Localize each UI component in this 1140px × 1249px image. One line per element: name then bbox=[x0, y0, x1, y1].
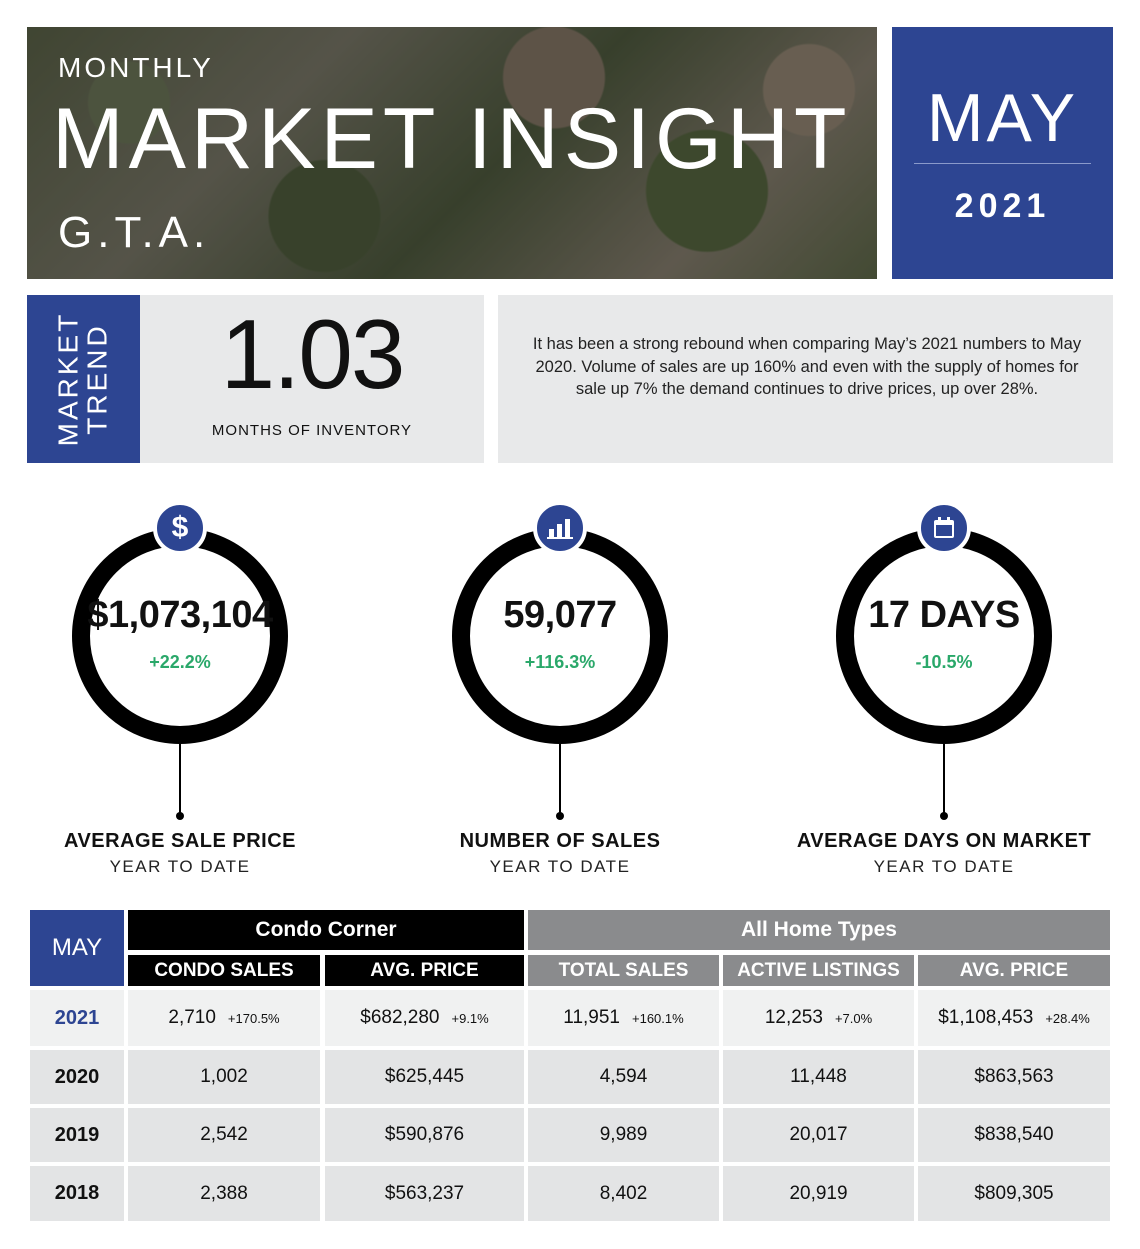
cell-value: 11,951 bbox=[563, 1007, 620, 1028]
cell-change: +9.1% bbox=[451, 1010, 489, 1026]
table-cell: $590,876 bbox=[325, 1108, 524, 1162]
hero-aerial-image bbox=[27, 27, 877, 279]
calendar-icon-glyph bbox=[934, 517, 954, 538]
kpi-value-sales: 59,077 bbox=[503, 594, 617, 636]
region-label: G.T.A. bbox=[58, 208, 211, 257]
row-year-2018: 2018 bbox=[30, 1166, 124, 1221]
table-cell: 12,253 +7.0% bbox=[723, 990, 914, 1046]
column-header-total-sales: TOTAL SALES bbox=[528, 955, 719, 986]
column-header-active-listings: ACTIVE LISTINGS bbox=[723, 955, 914, 986]
table-cell: 20,919 bbox=[723, 1166, 914, 1221]
kpi-dot-days bbox=[940, 812, 948, 820]
dollar-icon: $ bbox=[153, 501, 207, 555]
row-year-2021: 2021 bbox=[30, 990, 124, 1046]
market-trend-label: MARKET TREND bbox=[52, 311, 113, 447]
cell-change: +7.0% bbox=[834, 1010, 873, 1026]
kpi-dot-sales bbox=[556, 812, 564, 820]
table-cell: $625,445 bbox=[325, 1050, 524, 1104]
kpi-subtitle-sales: YEAR TO DATE bbox=[489, 857, 631, 876]
row-year-2019: 2019 bbox=[30, 1108, 124, 1162]
table-cell: 11,448 bbox=[723, 1050, 914, 1104]
kpi-stem-price bbox=[179, 744, 181, 814]
cell-change: +160.1% bbox=[632, 1010, 684, 1026]
kpi-title-sales: NUMBER OF SALES bbox=[459, 830, 661, 852]
table-cell: $1,108,453 +28.4% bbox=[918, 990, 1110, 1046]
kpi-subtitle-days: YEAR TO DATE bbox=[873, 857, 1015, 876]
table-cell: 20,017 bbox=[723, 1108, 914, 1162]
kpi-stem-sales bbox=[559, 744, 561, 814]
table-cell: 9,989 bbox=[528, 1108, 719, 1162]
column-header-all-avg-price: AVG. PRICE bbox=[918, 955, 1110, 986]
cell-value: 2,710 bbox=[168, 1007, 216, 1028]
summary-panel bbox=[498, 295, 1113, 463]
months-of-inventory-caption: MONTHS OF INVENTORY bbox=[211, 422, 413, 439]
table-cell: 4,594 bbox=[528, 1050, 719, 1104]
table-cell: 2,542 bbox=[128, 1108, 320, 1162]
date-month: MAY bbox=[926, 80, 1079, 156]
table-group-all-homes: All Home Types bbox=[528, 910, 1110, 950]
table-cell: $809,305 bbox=[918, 1166, 1110, 1221]
cell-value: 12,253 bbox=[764, 1007, 823, 1028]
months-of-inventory-value: 1.03 bbox=[220, 299, 406, 409]
trend-label-line2: TREND bbox=[82, 323, 113, 435]
table-cell: 8,402 bbox=[528, 1166, 719, 1221]
cell-value: $682,280 bbox=[360, 1007, 440, 1028]
table-cell: $682,280 +9.1% bbox=[325, 990, 524, 1046]
table-cell: 2,388 bbox=[128, 1166, 320, 1221]
trend-label-line1: MARKET bbox=[52, 311, 84, 447]
header-kicker: MONTHLY bbox=[58, 52, 214, 83]
column-header-condo-sales: CONDO SALES bbox=[128, 955, 320, 986]
kpi-dot-price bbox=[176, 812, 184, 820]
row-year-2020: 2020 bbox=[30, 1050, 124, 1104]
kpi-subtitle-price: YEAR TO DATE bbox=[109, 857, 251, 876]
summary-text: It has been a strong rebound when compar… bbox=[532, 335, 1082, 398]
date-year: 2021 bbox=[954, 187, 1051, 225]
market-trend-tag: MARKET TREND bbox=[27, 295, 140, 463]
cell-change: +28.4% bbox=[1045, 1010, 1090, 1026]
table-group-condo: Condo Corner bbox=[128, 910, 524, 950]
bar-chart-icon bbox=[533, 501, 587, 555]
table-cell: 2,710 +170.5% bbox=[128, 990, 320, 1046]
page-title: MARKET INSIGHT bbox=[52, 91, 852, 187]
cell-value: $1,108,453 bbox=[938, 1007, 1034, 1028]
table-corner-month: MAY bbox=[30, 910, 124, 986]
table-cell: $838,540 bbox=[918, 1108, 1110, 1162]
bar-chart-icon-glyph bbox=[547, 519, 573, 539]
table-cell: $563,237 bbox=[325, 1166, 524, 1221]
kpi-title-price: AVERAGE SALE PRICE bbox=[64, 830, 296, 852]
column-header-condo-avg-price: AVG. PRICE bbox=[325, 955, 524, 986]
kpi-change-days: -10.5% bbox=[915, 652, 973, 672]
kpi-title-days: AVERAGE DAYS ON MARKET bbox=[796, 830, 1092, 852]
kpi-change-price: +22.2% bbox=[149, 652, 211, 672]
kpi-change-sales: +116.3% bbox=[524, 652, 596, 672]
date-divider bbox=[914, 163, 1091, 164]
kpi-stem-days bbox=[943, 744, 945, 814]
date-badge: MAY 2021 bbox=[892, 27, 1113, 279]
table-cell: 11,951 +160.1% bbox=[528, 990, 719, 1046]
calendar-icon bbox=[917, 501, 971, 555]
table-cell: $863,563 bbox=[918, 1050, 1110, 1104]
kpi-value-price: $1,073,104 bbox=[87, 594, 273, 636]
kpi-value-days: 17 DAYS bbox=[868, 594, 1020, 636]
cell-change: +170.5% bbox=[227, 1010, 280, 1026]
table-cell: 1,002 bbox=[128, 1050, 320, 1104]
